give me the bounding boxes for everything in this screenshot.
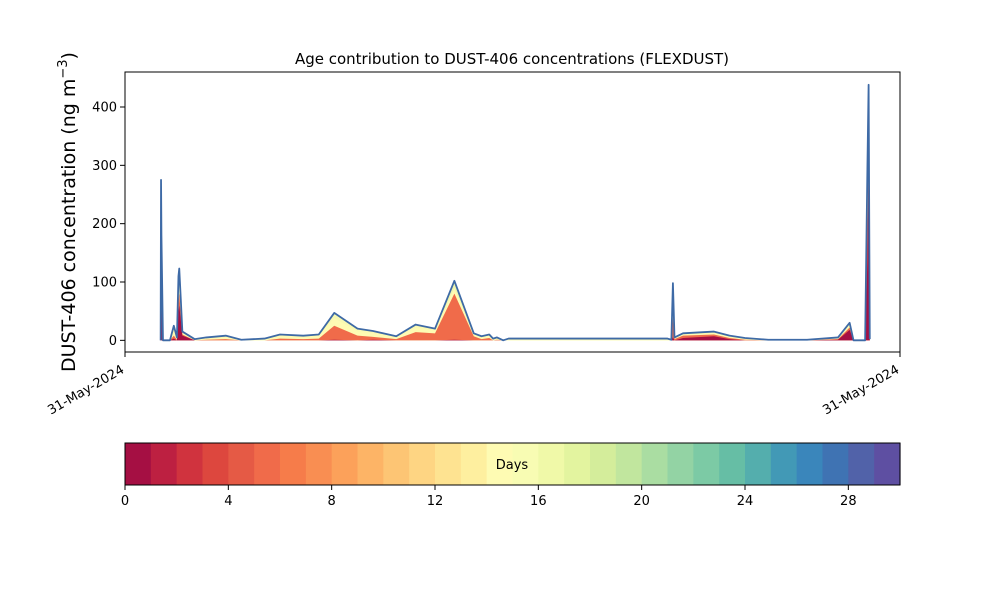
x-tick-label: 31-May-2024 (820, 362, 902, 418)
colorbar-segment (176, 443, 204, 485)
y-tick-label: 0 (109, 334, 117, 349)
colorbar-segment (590, 443, 617, 485)
colorbar-segment (770, 443, 798, 485)
y-axis-label-main: DUST-406 concentration (ng m (58, 79, 80, 372)
colorbar-segment (848, 443, 875, 485)
colorbar (125, 443, 901, 485)
area-layer-total (160, 84, 870, 341)
colorbar-segment (538, 443, 565, 485)
colorbar-segment (228, 443, 255, 485)
colorbar-tick-label: 28 (840, 494, 857, 509)
colorbar-tick-label: 8 (328, 494, 336, 509)
colorbar-segment (667, 443, 694, 485)
y-axis-label-exponent: −3 (56, 59, 71, 78)
colorbar-segment (693, 443, 720, 485)
y-tick-label: 300 (92, 159, 117, 174)
colorbar-frame (124, 442, 901, 486)
colorbar-segment (280, 443, 307, 485)
colorbar-segment (822, 443, 849, 485)
y-tick-label: 200 (92, 217, 117, 232)
colorbar-segment (486, 443, 514, 485)
area-layer-mid (160, 159, 870, 341)
colorbar-segment (357, 443, 384, 485)
colorbar-tick-label: 12 (427, 494, 444, 509)
colorbar-segment (460, 443, 488, 485)
y-axis-label: DUST-406 concentration (ng m−3) (56, 52, 80, 372)
colorbar-label: Days (496, 458, 529, 473)
colorbar-tick-label: 20 (633, 494, 650, 509)
colorbar-segment (874, 443, 901, 485)
x-axis-ticks: 31-May-2024 31-May-2024 (45, 352, 902, 418)
plot-frame (124, 71, 901, 353)
colorbar-segment (564, 443, 591, 485)
chart-title: Age contribution to DUST-406 concentrati… (295, 50, 729, 68)
colorbar-tick-label: 0 (121, 494, 129, 509)
colorbar-segment (305, 443, 333, 485)
colorbar-segment (745, 443, 772, 485)
colorbar-segment (383, 443, 410, 485)
colorbar-tick-label: 4 (224, 494, 232, 509)
colorbar-segment (615, 443, 643, 485)
colorbar-segment (512, 443, 539, 485)
y-axis-label-close: ) (58, 52, 80, 59)
area-layer-old (160, 171, 870, 341)
y-tick-label: 100 (92, 276, 117, 291)
colorbar-segment (796, 443, 824, 485)
colorbar-segment (409, 443, 436, 485)
y-tick-label: 400 (92, 101, 117, 116)
total-outline-line (159, 83, 871, 342)
colorbar-ticks: 0 4 8 12 16 20 24 28 (121, 485, 857, 509)
colorbar-segment (125, 443, 152, 485)
colorbar-segment (331, 443, 359, 485)
area-layer-young (160, 136, 870, 341)
y-axis-ticks: 0 100 200 300 400 (92, 101, 125, 349)
colorbar-segment (254, 443, 281, 485)
colorbar-tick-label: 16 (530, 494, 547, 509)
colorbar-segment (641, 443, 669, 485)
colorbar-segment (719, 443, 746, 485)
area-layers (159, 83, 871, 342)
colorbar-segment (435, 443, 462, 485)
colorbar-tick-label: 24 (737, 494, 754, 509)
colorbar-segment (150, 443, 178, 485)
colorbar-segment (202, 443, 229, 485)
